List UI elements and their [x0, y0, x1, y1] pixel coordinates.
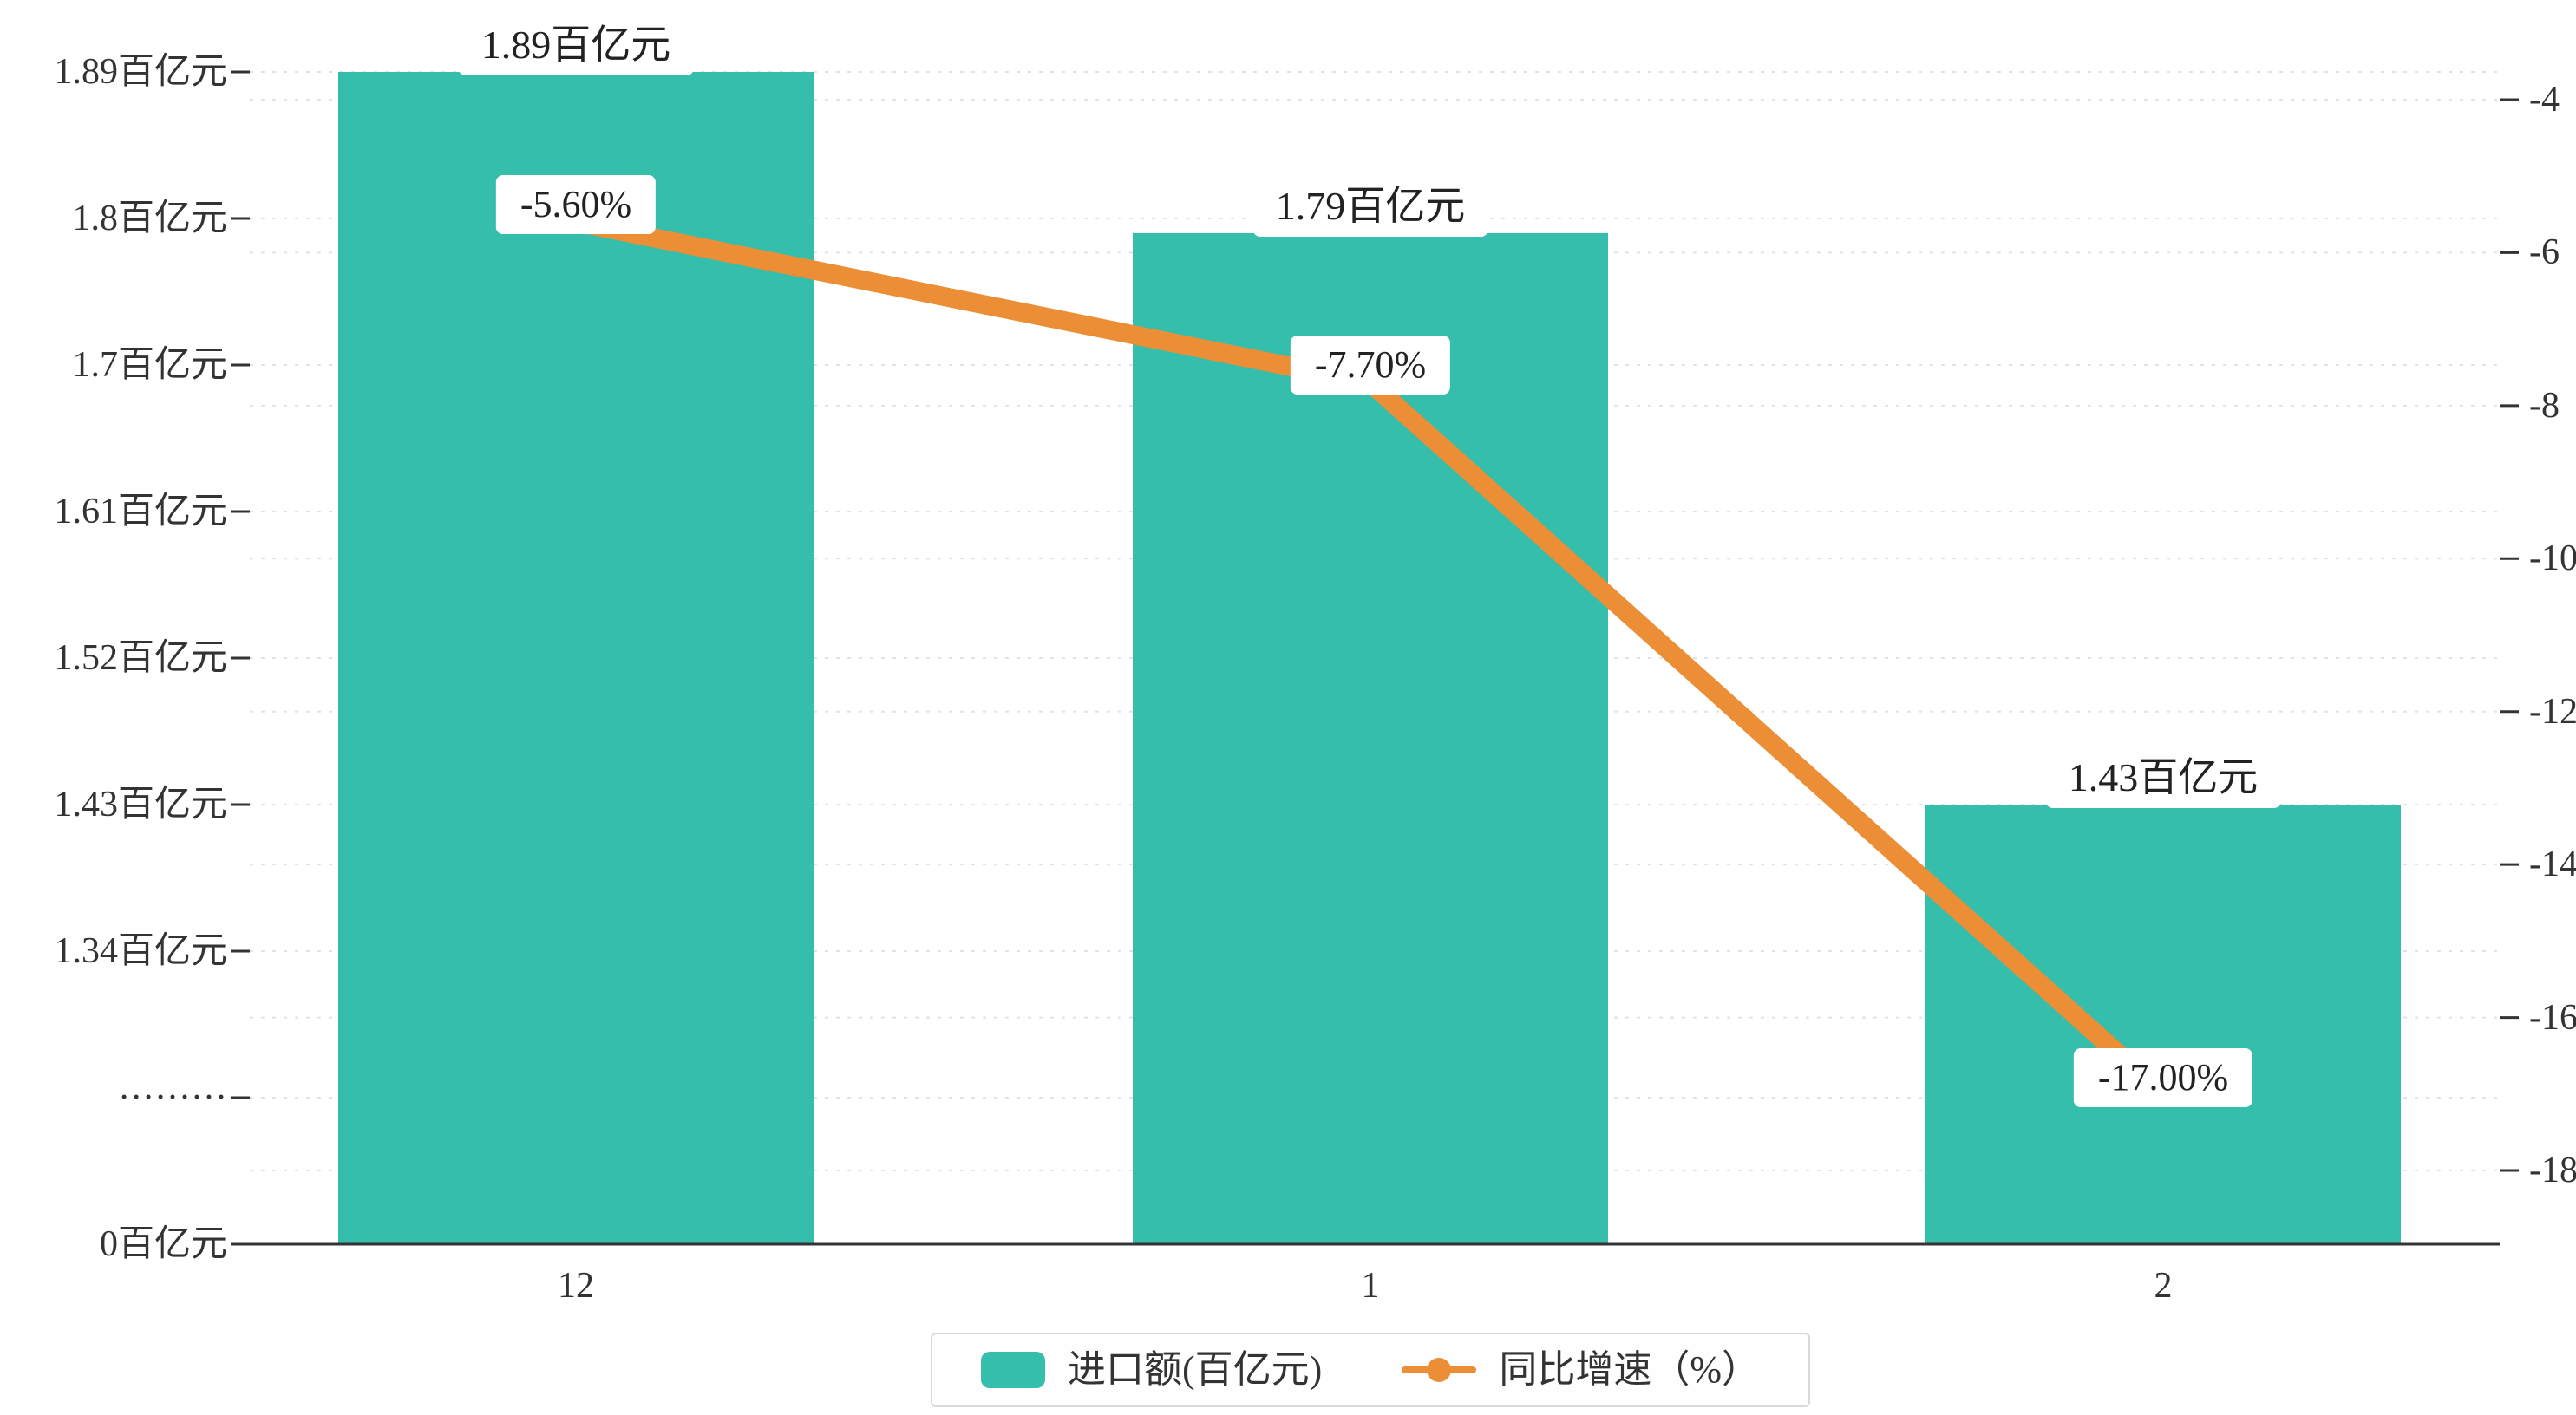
bar-1[interactable]: [1133, 232, 1608, 1244]
left-axis-tick-label: 1.7百亿元: [72, 345, 227, 385]
bar-value-label: 1.43百亿元: [2045, 747, 2281, 808]
left-axis-break-label: ·········: [118, 1078, 227, 1118]
right-axis-tick-label: -16: [2529, 998, 2576, 1038]
legend-item-growth[interactable]: 同比增速（%）: [1402, 1349, 1760, 1391]
left-axis-tick-label: 1.8百亿元: [72, 199, 227, 238]
legend-label-imports: 进口额(百亿元): [1068, 1348, 1323, 1391]
right-axis-tick-label: -18: [2529, 1151, 2576, 1190]
right-axis-tick-label: -8: [2529, 386, 2560, 426]
bar-12[interactable]: [338, 72, 814, 1244]
right-axis-tick-label: -6: [2529, 232, 2560, 272]
right-axis-tick-label: -12: [2529, 692, 2576, 732]
left-axis-tick-label: 1.89百亿元: [54, 52, 227, 92]
right-axis-tick-label: -4: [2529, 80, 2560, 120]
right-axis-tick-label: -10: [2529, 538, 2576, 578]
line-value-label: -5.60%: [495, 175, 657, 234]
legend: 进口额(百亿元) 同比增速（%）: [931, 1333, 1810, 1407]
x-axis-label: 1: [1361, 1266, 1380, 1306]
legend-item-imports[interactable]: 进口额(百亿元): [981, 1349, 1322, 1391]
line-value-label: -17.00%: [2073, 1048, 2253, 1107]
legend-label-growth: 同比增速（%）: [1499, 1348, 1760, 1391]
x-axis-label: 2: [2154, 1266, 2173, 1306]
left-axis-tick-label: 1.43百亿元: [54, 785, 227, 825]
left-axis-tick-label: 0百亿元: [99, 1224, 227, 1264]
right-axis-tick-label: -14: [2529, 844, 2576, 884]
line-marker-icon: [1402, 1352, 1477, 1388]
bar-2[interactable]: [1925, 805, 2401, 1244]
left-axis-tick-label: 1.34百亿元: [54, 931, 227, 971]
bar-value-label: 1.79百亿元: [1252, 176, 1488, 237]
x-axis-label: 12: [558, 1266, 594, 1306]
left-axis-tick-label: 1.52百亿元: [54, 638, 227, 678]
left-axis-tick-label: 1.61百亿元: [54, 492, 227, 531]
line-value-label: -7.70%: [1290, 336, 1451, 395]
bar-value-label: 1.89百亿元: [458, 15, 694, 75]
bar-swatch-icon: [981, 1352, 1046, 1388]
